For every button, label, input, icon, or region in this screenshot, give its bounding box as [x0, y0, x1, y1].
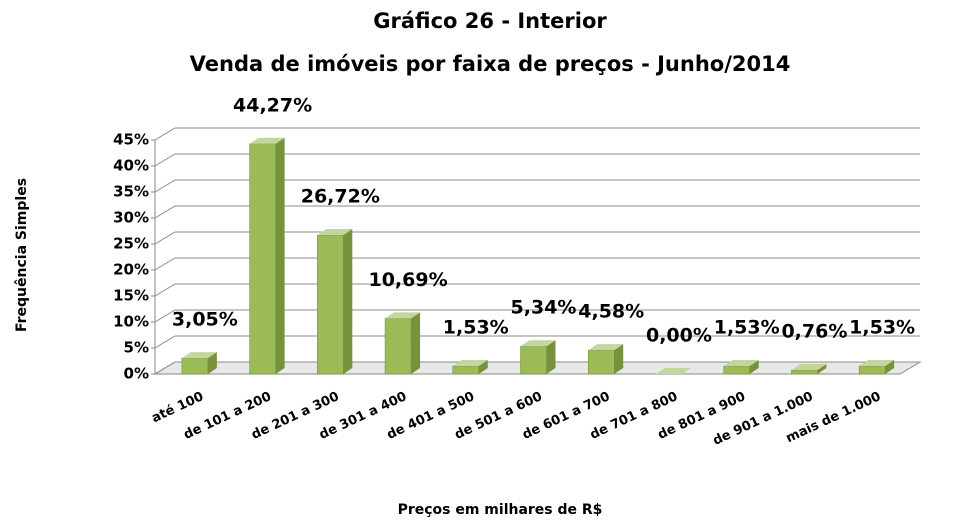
value-label: 26,72%: [301, 186, 380, 208]
y-tick-label: 15%: [113, 287, 149, 305]
value-label: 44,27%: [233, 94, 312, 116]
bar: [317, 234, 344, 375]
value-label: 5,34%: [511, 297, 577, 319]
value-label: 0,00%: [646, 325, 712, 347]
bar: [858, 365, 886, 375]
y-tick-label: 10%: [113, 313, 149, 331]
bar: [587, 349, 615, 375]
bar-side: [817, 364, 827, 374]
bar-side: [885, 360, 895, 374]
value-label: 10,69%: [368, 269, 447, 291]
y-tick-label: 30%: [113, 209, 149, 227]
bar-top: [181, 352, 217, 359]
y-tick-label: 20%: [113, 261, 149, 279]
y-tick-label: 25%: [113, 235, 149, 253]
bar: [791, 369, 818, 375]
bar-top: [859, 360, 895, 367]
value-label: 0,76%: [781, 321, 847, 343]
bar-side: [343, 229, 353, 374]
grid-line: [154, 283, 920, 297]
x-tick-label: até 100: [149, 389, 206, 426]
grid-line: [154, 309, 920, 323]
bar: [384, 318, 412, 375]
value-label: 1,53%: [443, 317, 509, 339]
bar-side: [478, 360, 488, 374]
y-tick-label: 45%: [113, 131, 149, 149]
y-tick-label: 0%: [124, 365, 149, 383]
y-axis-title: Frequência Simples: [14, 178, 30, 332]
grid-line: [154, 257, 920, 271]
value-label: 1,53%: [714, 317, 780, 339]
bar-top: [317, 229, 353, 236]
y-tick-label: 40%: [113, 157, 149, 175]
value-label: 4,58%: [578, 301, 644, 323]
grid-line: [154, 205, 920, 219]
value-label: 1,53%: [849, 317, 915, 339]
y-tick-label: 35%: [113, 183, 149, 201]
bar-side: [546, 340, 556, 374]
bar: [723, 365, 750, 375]
x-axis-title: Preços em milhares de R$: [398, 502, 603, 518]
bar-side: [614, 344, 624, 374]
grid-line: [154, 231, 920, 245]
chart-subtitle: Venda de imóveis por faixa de preços - J…: [190, 52, 791, 76]
bar-top: [452, 360, 488, 367]
bar-side: [207, 352, 217, 374]
value-label: 3,05%: [172, 309, 238, 331]
grid-line: [154, 179, 920, 193]
y-tick-label: 5%: [124, 339, 149, 357]
bar: [181, 357, 209, 375]
grid-line: [154, 361, 920, 375]
chart-title: Gráfico 26 - Interior: [373, 9, 607, 33]
grid-line: [154, 127, 920, 141]
bar-side: [411, 312, 421, 374]
bar-top: [249, 137, 285, 144]
bar-top: [791, 364, 827, 371]
bar-top: [588, 344, 624, 351]
bar: [520, 345, 547, 375]
bar-top: [385, 312, 421, 319]
bar-side: [275, 137, 285, 374]
bar: [249, 143, 276, 375]
grid-line: [154, 335, 920, 349]
bar-side: [749, 360, 759, 374]
grid-line: [154, 153, 920, 167]
bar-top: [520, 340, 556, 347]
bar: [452, 365, 480, 375]
bar-top: [655, 368, 691, 374]
bar-top: [723, 360, 759, 367]
